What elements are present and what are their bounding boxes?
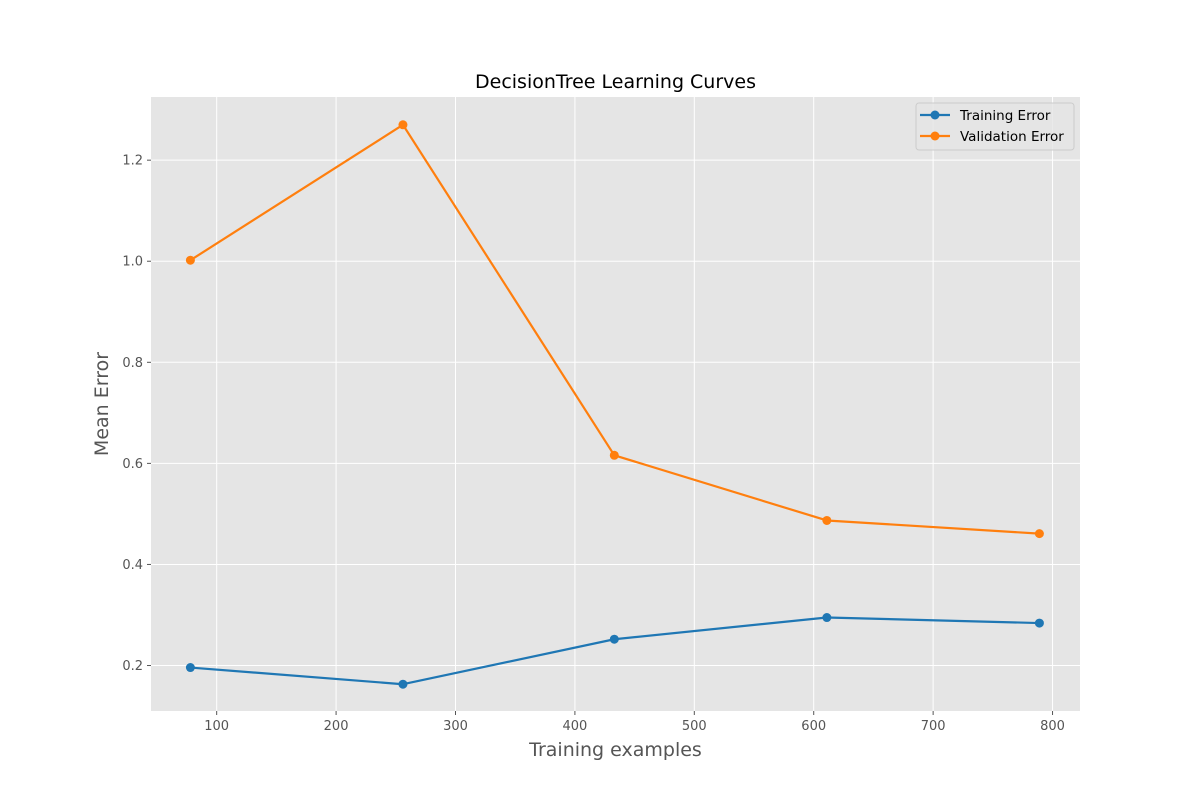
data-point [822,515,832,525]
data-point [1034,618,1044,628]
x-tick-label: 500 [682,719,707,734]
legend-item: Training Error [920,108,1051,124]
data-point [185,663,195,673]
y-tick-label: 1.2 [122,154,143,169]
legend-label: Training Error [959,108,1051,124]
data-point [398,679,408,689]
grid-lines [151,97,1080,711]
y-tick-label: 0.8 [122,356,143,371]
x-tick-label: 800 [1040,719,1065,734]
legend-item: Validation Error [920,129,1064,145]
chart-title: DecisionTree Learning Curves [475,71,756,93]
legend: Training Error Validation Error [915,102,1075,151]
data-point [609,634,619,644]
y-tick-label: 0.2 [122,659,143,674]
x-tick-label: 300 [443,719,468,734]
x-tick-label: 200 [324,719,349,734]
x-tick-label: 600 [801,719,826,734]
x-tick-label: 400 [562,719,587,734]
series-training-error [185,613,1044,689]
series-validation-error [185,120,1044,539]
data-point [822,613,832,623]
data-point [1034,529,1044,539]
x-tick-label: 700 [921,719,946,734]
x-tick-label: 100 [204,719,229,734]
y-tick-label: 0.4 [122,558,143,573]
legend-marker [930,131,940,141]
legend-box [915,102,1075,151]
y-tick-label: 0.6 [122,457,143,472]
legend-marker [930,110,940,120]
axis-ticks: 100 200 300 400 500 600 700 800 0.2 0.4 0.6 0.8 1.0 1… [122,154,1065,734]
plot-area [151,97,1080,711]
data-point [609,450,619,460]
y-axis-label: Mean Error [91,352,113,456]
data-point [398,120,408,130]
data-point [185,255,195,265]
legend-label: Validation Error [960,129,1064,145]
x-axis-label: Training examples [528,739,702,761]
y-tick-label: 1.0 [122,255,143,270]
series-lines [185,120,1044,689]
plot-background [151,97,1080,711]
